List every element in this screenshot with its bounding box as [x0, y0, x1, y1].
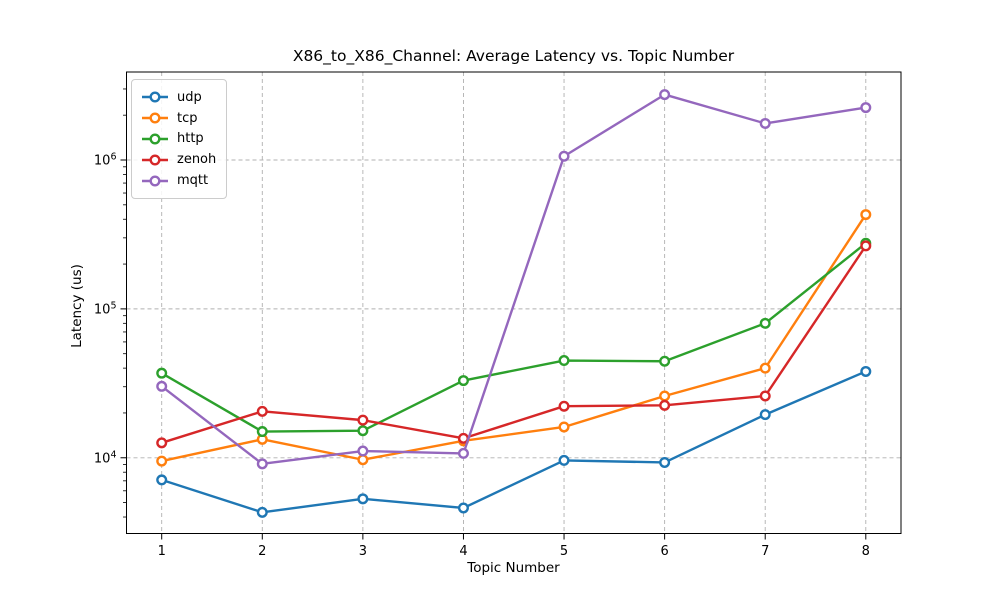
data-point-http	[357, 425, 369, 437]
legend-item-zenoh: zenoh	[141, 149, 216, 170]
data-point-mqtt	[659, 89, 671, 101]
legend-label: udp	[177, 89, 202, 105]
data-point-tcp	[759, 362, 771, 374]
data-point-udp	[156, 474, 168, 486]
data-point-udp	[659, 456, 671, 468]
x-tick-label: 7	[761, 543, 770, 559]
data-point-mqtt	[156, 380, 168, 392]
data-point-zenoh	[256, 405, 268, 417]
y-tick-label: 105	[93, 300, 117, 318]
data-point-tcp	[860, 209, 872, 221]
legend-label: tcp	[177, 110, 198, 126]
legend-label: zenoh	[177, 152, 217, 168]
y-tick-label: 106	[93, 151, 117, 169]
legend-item-http: http	[141, 129, 216, 150]
series-line-http	[160, 242, 867, 433]
data-point-http	[759, 317, 771, 329]
legend-item-tcp: tcp	[141, 108, 216, 129]
data-point-mqtt	[256, 458, 268, 470]
data-point-zenoh	[357, 414, 369, 426]
data-point-udp	[256, 506, 268, 518]
series-line-zenoh	[160, 244, 867, 445]
y-tick-label: 104	[93, 449, 117, 467]
data-point-udp	[357, 493, 369, 505]
data-point-zenoh	[156, 437, 168, 449]
chart-title: X86_to_X86_Channel: Average Latency vs. …	[292, 47, 735, 65]
legend-label: http	[177, 131, 204, 147]
data-point-tcp	[659, 390, 671, 402]
data-point-udp	[759, 409, 771, 421]
data-point-udp	[457, 502, 469, 514]
plot-frame	[126, 71, 902, 534]
data-point-mqtt	[357, 445, 369, 457]
data-point-http	[659, 355, 671, 367]
data-point-tcp	[558, 421, 570, 433]
legend-marker-zenoh	[142, 154, 168, 166]
data-point-udp	[860, 365, 872, 377]
data-point-zenoh	[860, 240, 872, 252]
data-point-mqtt	[457, 447, 469, 459]
data-point-http	[558, 355, 570, 367]
x-tick-label: 8	[861, 543, 870, 559]
data-point-tcp	[357, 454, 369, 466]
data-point-http	[457, 375, 469, 387]
legend-item-udp: udp	[141, 87, 216, 108]
x-tick-label: 4	[459, 543, 468, 559]
data-point-udp	[558, 454, 570, 466]
data-point-mqtt	[759, 117, 771, 129]
legend-label: mqtt	[177, 173, 209, 189]
y-axis-label-text: Latency (us)	[69, 264, 85, 348]
legend-item-mqtt: mqtt	[141, 170, 216, 191]
data-point-zenoh	[759, 390, 771, 402]
data-point-http	[256, 426, 268, 438]
data-point-zenoh	[558, 400, 570, 412]
data-point-mqtt	[860, 102, 872, 114]
x-tick-label: 6	[660, 543, 669, 559]
data-point-tcp	[156, 455, 168, 467]
x-axis-label: Topic Number	[467, 560, 560, 576]
series-line-mqtt	[160, 93, 867, 466]
x-tick-label: 1	[157, 543, 166, 559]
x-tick-label: 5	[559, 543, 569, 559]
legend-marker-udp	[142, 91, 168, 103]
legend: udp tcp http zenoh mqtt	[131, 79, 228, 199]
legend-marker-tcp	[142, 112, 168, 124]
legend-marker-http	[142, 133, 168, 145]
x-tick-label: 3	[358, 543, 367, 559]
x-tick-label: 2	[258, 543, 267, 559]
series-line-tcp	[160, 213, 867, 463]
data-point-zenoh	[659, 399, 671, 411]
legend-marker-mqtt	[142, 175, 168, 187]
data-point-http	[156, 367, 168, 379]
data-point-mqtt	[558, 150, 570, 162]
series-line-udp	[160, 370, 867, 514]
